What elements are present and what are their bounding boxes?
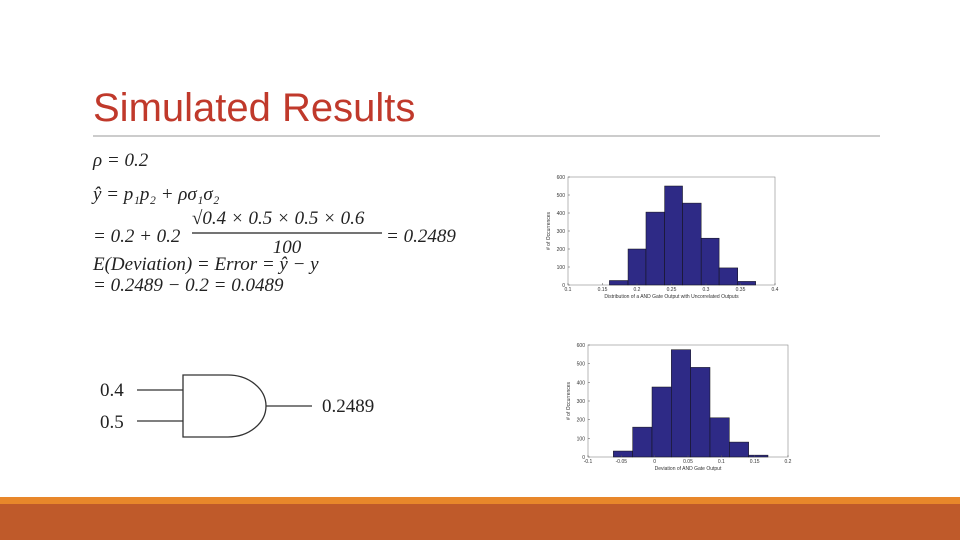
equation: = 0.2489 − 0.2 = 0.0489 — [93, 275, 284, 296]
histogram-bar — [682, 202, 702, 286]
histogram-bar — [700, 237, 720, 286]
fraction-denominator: 100 — [273, 237, 302, 258]
y-tick-label: 600 — [557, 175, 566, 181]
y-tick-label: 400 — [577, 380, 586, 386]
y-tick-label: 400 — [557, 211, 566, 217]
x-tick-label: 0.2 — [785, 459, 792, 465]
histogram-bar — [632, 426, 653, 458]
x-axis-label: Distribution of a AND Gate Output with U… — [604, 294, 739, 300]
x-tick-label: 0.15 — [598, 287, 608, 293]
x-tick-label: -0.05 — [616, 459, 628, 465]
histogram-bar — [718, 267, 738, 286]
histogram-bar — [627, 248, 647, 286]
x-tick-label: 0.05 — [683, 459, 693, 465]
histogram-bar — [748, 454, 769, 458]
histogram-bar — [664, 185, 683, 286]
y-axis-label: # of Occurrences — [546, 211, 552, 250]
y-tick-label: 100 — [557, 265, 566, 271]
gate-input: 0.5 — [100, 412, 124, 433]
x-tick-label: 0.1 — [565, 287, 572, 293]
x-tick-label: 0 — [653, 459, 656, 465]
equation: = 0.2489 — [386, 226, 456, 247]
histogram-bar — [671, 349, 691, 458]
x-axis-label: Deviation of AND Gate Output — [655, 466, 722, 472]
x-tick-label: 0.25 — [667, 287, 677, 293]
equation: E(Deviation) = Error = ŷ − y — [92, 254, 319, 275]
y-tick-label: 0 — [582, 455, 585, 461]
gate-output: 0.2489 — [322, 396, 374, 417]
x-tick-label: 0.4 — [772, 287, 779, 293]
gate-input: 0.4 — [100, 380, 124, 401]
y-axis-label: # of Occurrences — [566, 381, 572, 420]
equation: ρ = 0.2 — [92, 150, 149, 171]
histogram-bar — [651, 386, 672, 458]
histogram-bar — [645, 211, 665, 286]
y-tick-label: 200 — [577, 418, 586, 424]
x-tick-label: 0.2 — [634, 287, 641, 293]
y-tick-label: 500 — [557, 193, 566, 199]
y-tick-label: 300 — [557, 229, 566, 235]
footer-bar — [0, 504, 960, 540]
y-tick-label: 100 — [577, 436, 586, 442]
fraction-numerator: √0.4 × 0.5 × 0.5 × 0.6 — [192, 208, 365, 229]
histogram-bar — [613, 450, 633, 458]
y-tick-label: 500 — [577, 362, 586, 368]
y-tick-label: 200 — [557, 247, 566, 253]
y-tick-label: 0 — [562, 283, 565, 289]
equation: = 0.2 + 0.2 — [93, 226, 181, 247]
and-gate — [137, 374, 312, 438]
equation: ŷ = p₁p₂ + ρσ₁σ₂ — [91, 184, 220, 205]
histogram-bar — [709, 417, 730, 458]
footer-accent — [0, 497, 960, 504]
x-tick-label: 0.3 — [703, 287, 710, 293]
y-tick-label: 600 — [577, 343, 586, 349]
x-tick-label: 0.1 — [718, 459, 725, 465]
histogram-bar — [690, 367, 711, 458]
x-tick-label: 0.35 — [736, 287, 746, 293]
x-tick-label: 0.15 — [750, 459, 760, 465]
y-tick-label: 300 — [577, 399, 586, 405]
histogram-bar — [729, 441, 749, 458]
x-tick-label: -0.1 — [584, 459, 593, 465]
slide-title: Simulated Results — [93, 86, 415, 130]
histogram-bar — [737, 281, 756, 286]
histogram-bar — [609, 280, 629, 286]
